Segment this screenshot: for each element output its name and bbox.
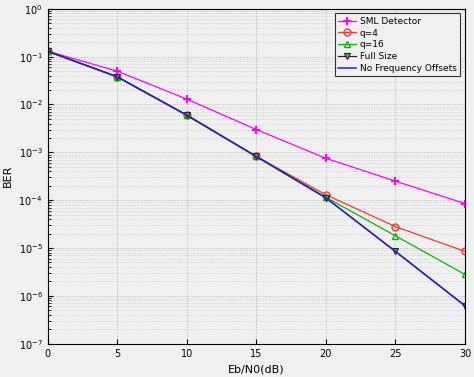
SML Detector <box>45 49 50 54</box>
No Frequency Offsets <box>45 49 50 54</box>
Line: Full Size: Full Size <box>44 48 468 309</box>
q=16 <box>184 113 190 117</box>
Full Size <box>392 249 398 254</box>
Full Size <box>323 196 328 200</box>
SML Detector <box>323 156 328 161</box>
q=16 <box>323 195 328 199</box>
No Frequency Offsets <box>462 303 468 308</box>
No Frequency Offsets <box>323 196 328 200</box>
q=4 <box>184 113 190 117</box>
q=16 <box>114 75 120 79</box>
q=16 <box>254 154 259 159</box>
Full Size <box>184 113 190 117</box>
q=4 <box>45 49 50 54</box>
Full Size <box>462 303 468 308</box>
Line: q=16: q=16 <box>44 48 468 278</box>
No Frequency Offsets <box>184 113 190 117</box>
q=4 <box>254 154 259 159</box>
X-axis label: Eb/N0(dB): Eb/N0(dB) <box>228 364 284 374</box>
q=4 <box>462 249 468 254</box>
SML Detector <box>254 127 259 132</box>
Line: No Frequency Offsets: No Frequency Offsets <box>47 51 465 306</box>
Full Size <box>45 49 50 54</box>
Full Size <box>254 154 259 159</box>
Full Size <box>114 75 120 79</box>
Line: q=4: q=4 <box>44 48 468 255</box>
Line: SML Detector: SML Detector <box>43 47 469 208</box>
SML Detector <box>392 179 398 183</box>
q=16 <box>462 272 468 277</box>
Legend: SML Detector, q=4, q=16, Full Size, No Frequency Offsets: SML Detector, q=4, q=16, Full Size, No F… <box>335 13 460 77</box>
q=4 <box>392 224 398 229</box>
No Frequency Offsets <box>254 154 259 159</box>
No Frequency Offsets <box>392 249 398 254</box>
q=16 <box>45 49 50 54</box>
No Frequency Offsets <box>114 75 120 79</box>
SML Detector <box>462 201 468 206</box>
q=4 <box>114 75 120 79</box>
SML Detector <box>184 97 190 101</box>
Y-axis label: BER: BER <box>3 165 13 187</box>
SML Detector <box>114 69 120 73</box>
q=4 <box>323 192 328 197</box>
q=16 <box>392 233 398 238</box>
